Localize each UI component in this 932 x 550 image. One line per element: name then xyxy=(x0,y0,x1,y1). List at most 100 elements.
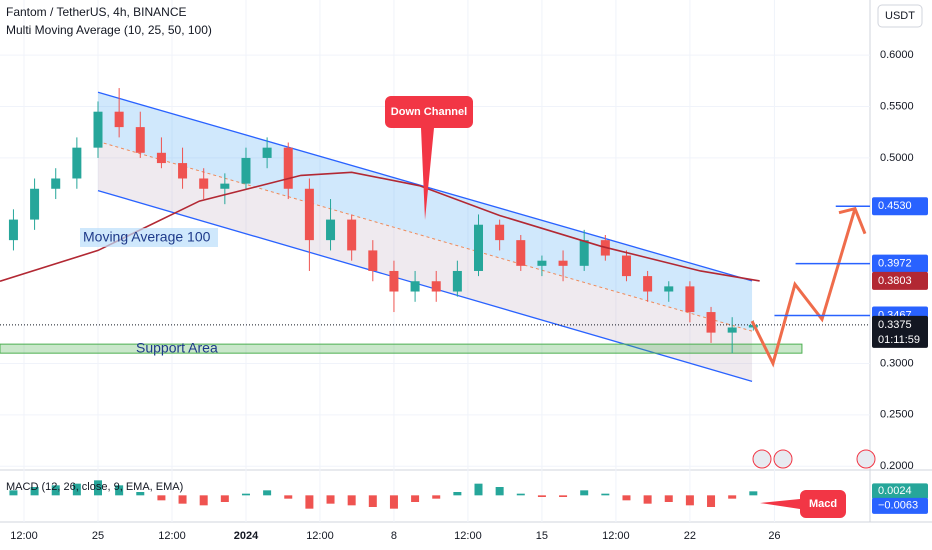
currency-button[interactable] xyxy=(877,4,923,28)
x-tick-label: 12:00 xyxy=(10,530,38,542)
event-icon[interactable] xyxy=(773,449,793,469)
candle-body xyxy=(135,127,145,153)
y-tick-label: 0.5500 xyxy=(880,100,914,112)
overlay: Fantom / TetherUS, 4h, BINANCE Multi Mov… xyxy=(6,4,928,542)
candle-body xyxy=(706,312,716,333)
macd-value-label: 0.0024 xyxy=(878,485,912,497)
macd-value-label: −0.0063 xyxy=(878,500,918,512)
macd-bar xyxy=(453,492,462,496)
candle-body xyxy=(51,178,61,189)
macd-value-box xyxy=(872,483,928,500)
channel-lower-fill xyxy=(98,141,753,382)
moving-average xyxy=(0,171,760,283)
callout-text: Down Channel xyxy=(391,106,467,118)
candle-body xyxy=(664,286,674,292)
macd-bar xyxy=(305,495,314,509)
countdown-label: 01:11:59 xyxy=(878,334,920,346)
level-label: 0.3972 xyxy=(878,257,912,269)
projection-arrowhead xyxy=(838,206,867,235)
macd-value-box xyxy=(872,497,928,514)
candle-body xyxy=(495,224,505,241)
macd-bar xyxy=(685,495,694,506)
candle-body xyxy=(621,255,631,277)
event-icon[interactable] xyxy=(752,449,772,469)
ma-label-bg xyxy=(80,228,218,247)
y-tick-label: 0.6000 xyxy=(880,49,914,61)
candle-body xyxy=(241,157,251,184)
candle-body xyxy=(72,147,82,179)
candle-body xyxy=(368,250,378,271)
x-tick-label: 12:00 xyxy=(306,530,334,542)
y-tick-label: 0.2000 xyxy=(880,460,914,472)
macd-bar xyxy=(622,495,631,501)
level-label: 0.4530 xyxy=(878,200,912,212)
y-tick-label: 0.3000 xyxy=(880,357,914,369)
indicator-title: Multi Moving Average (10, 25, 50, 100) xyxy=(6,23,212,37)
macd-bar xyxy=(115,485,124,496)
candle-body xyxy=(199,178,209,189)
macd-bar xyxy=(664,495,673,502)
candle-body xyxy=(579,240,589,266)
macd-bar xyxy=(326,495,335,504)
macd-bar xyxy=(495,487,504,496)
candle-body xyxy=(178,163,188,179)
macd-bar xyxy=(263,490,272,496)
candle-body xyxy=(156,152,166,164)
macd-bar xyxy=(9,490,18,496)
candle-body xyxy=(304,188,314,241)
macd-bar xyxy=(580,490,589,496)
x-tick-label: 25 xyxy=(92,530,104,542)
macd-bar xyxy=(643,495,652,504)
macd-bar xyxy=(347,495,356,506)
candle-body xyxy=(643,276,653,292)
macd-bar xyxy=(728,495,737,499)
macd-bar xyxy=(178,495,187,504)
macd-bar xyxy=(368,495,377,507)
macd-bar xyxy=(411,495,420,502)
candle-body xyxy=(283,147,293,189)
support-area xyxy=(0,343,803,354)
last-price-label: 0.3375 xyxy=(878,319,912,331)
macd-bar xyxy=(474,483,483,496)
candle-body xyxy=(93,111,103,148)
y-tick-label: 0.2500 xyxy=(880,409,914,421)
candle-body xyxy=(8,219,18,241)
macd-bar xyxy=(389,495,398,509)
macd-bar xyxy=(707,495,716,507)
candle-body xyxy=(220,183,230,189)
macd-bar xyxy=(136,492,145,496)
ma-label: Moving Average 100 xyxy=(83,229,211,245)
candle-body xyxy=(114,111,124,128)
candle-body xyxy=(389,270,399,292)
chart-title: Fantom / TetherUS, 4h, BINANCE xyxy=(6,5,187,19)
macd-bar xyxy=(199,495,208,506)
macd-bar xyxy=(94,480,103,496)
y-tick-label: 0.5000 xyxy=(880,152,914,164)
x-tick-label: 26 xyxy=(768,530,780,542)
x-tick-label: 8 xyxy=(391,530,397,542)
currency-label: USDT xyxy=(885,10,915,22)
candle-body xyxy=(474,224,484,271)
macd-bar xyxy=(157,495,166,501)
macd-bar xyxy=(537,495,546,497)
macd-bar xyxy=(241,493,250,496)
candle-body xyxy=(410,281,420,292)
candle-body xyxy=(347,219,357,251)
callout-macd xyxy=(760,490,846,518)
candle-body xyxy=(727,327,737,333)
macd-bar xyxy=(220,495,229,502)
callout-text: Macd xyxy=(809,498,837,510)
candle-body xyxy=(262,147,272,158)
macd-bar xyxy=(51,485,60,496)
macd-bar xyxy=(72,483,81,496)
candle-body xyxy=(431,281,441,292)
x-tick-label: 2024 xyxy=(234,530,259,542)
candle-body xyxy=(452,270,462,292)
level-box xyxy=(872,254,928,273)
x-tick-label: 22 xyxy=(684,530,696,542)
x-tick-label: 12:00 xyxy=(602,530,630,542)
level-box xyxy=(872,197,928,216)
ma-price-label: 0.3803 xyxy=(878,275,912,287)
ma-price-box xyxy=(872,271,928,290)
event-icon[interactable] xyxy=(856,449,876,469)
